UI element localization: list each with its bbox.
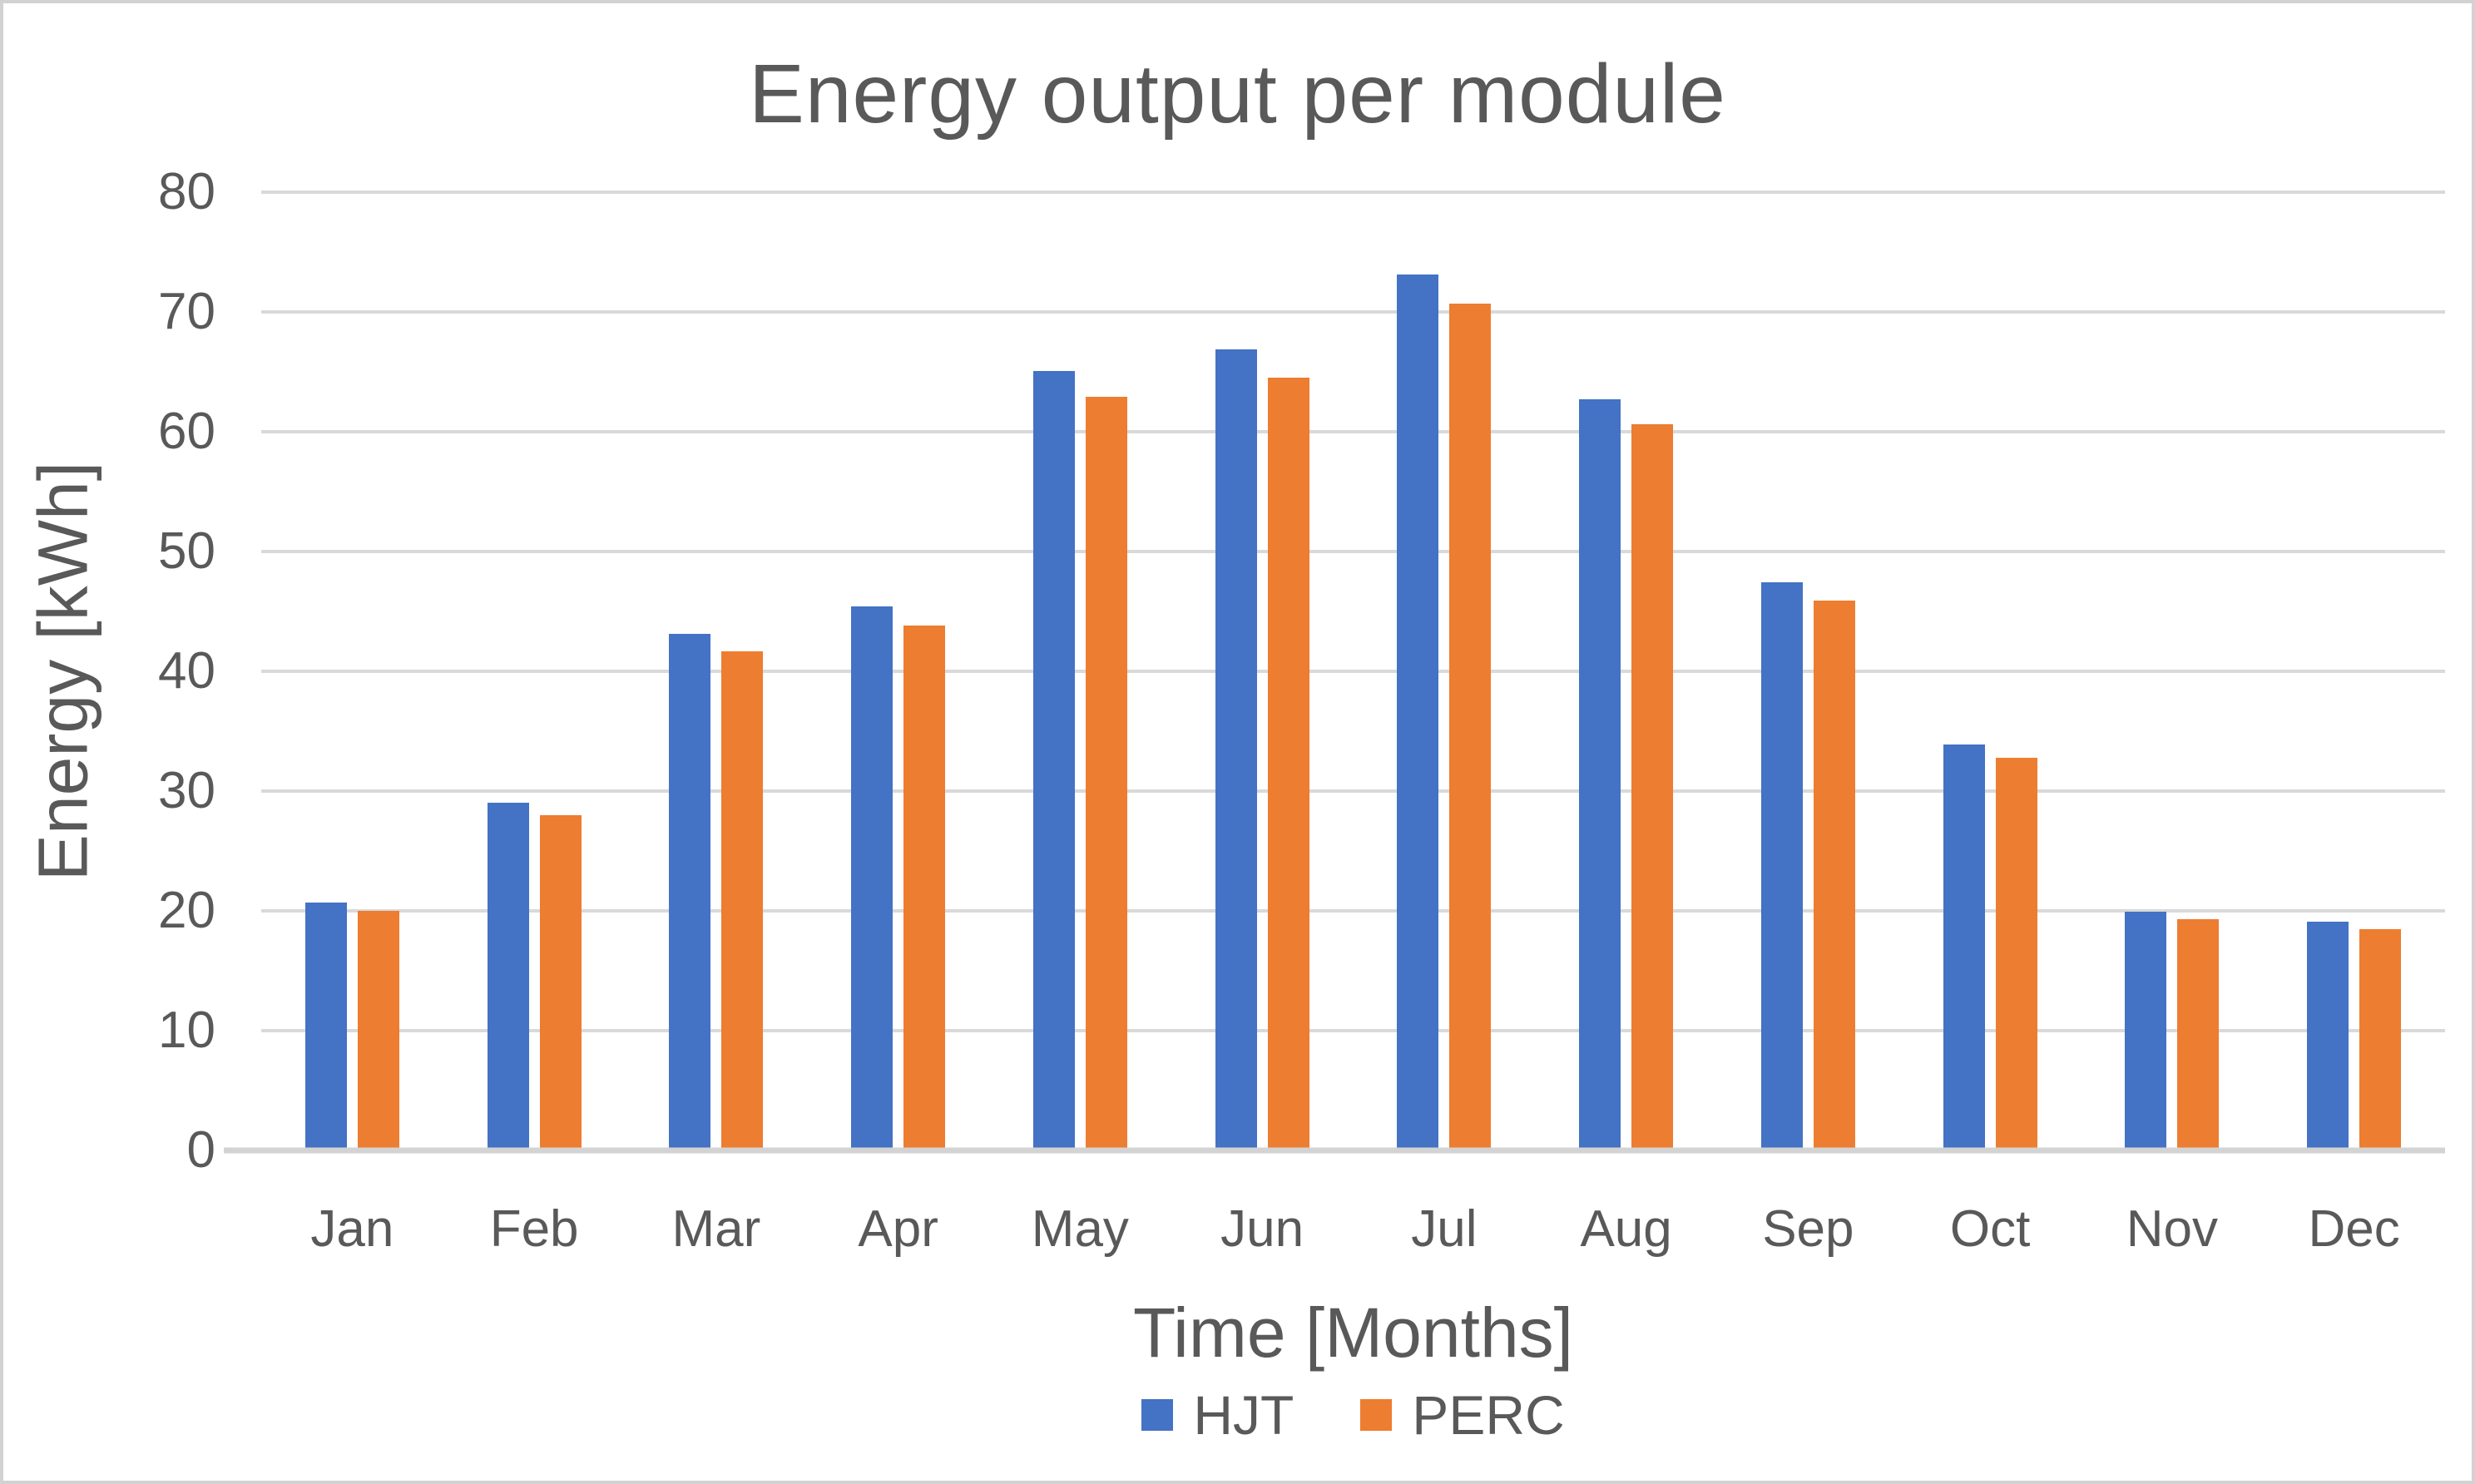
bar-hjt-mar: [669, 634, 711, 1150]
legend-item-hjt: HJT: [1141, 1388, 1294, 1442]
x-tick-feb: Feb: [489, 1200, 579, 1258]
bar-groups: [261, 192, 2445, 1150]
bar-group-nov: [2081, 192, 2264, 1150]
y-tick-10: 10: [158, 1002, 215, 1059]
x-tick-jun: Jun: [1220, 1200, 1304, 1258]
bar-perc-dec: [2359, 928, 2402, 1150]
bar-perc-apr: [903, 626, 946, 1150]
legend-label-hjt: HJT: [1193, 1384, 1294, 1446]
bar-perc-sep: [1813, 601, 1855, 1150]
bar-perc-feb: [539, 814, 582, 1150]
bar-group-jun: [1171, 192, 1354, 1150]
y-tick-50: 50: [158, 522, 215, 580]
bar-hjt-sep: [1760, 582, 1803, 1150]
bar-group-mar: [626, 192, 808, 1150]
bar-hjt-oct: [1943, 744, 1985, 1150]
legend-swatch-perc: [1360, 1399, 1393, 1431]
x-tick-aug: Aug: [1580, 1200, 1672, 1258]
x-axis-tick-labels: Jan Feb Mar Apr May Jun Jul Aug Sep Oct Nov Dec: [261, 1200, 2445, 1259]
gridline-10: [261, 1029, 2445, 1032]
chart-title: Energy output per module: [749, 47, 1726, 141]
y-tick-40: 40: [158, 642, 215, 700]
x-tick-may: May: [1031, 1200, 1129, 1258]
gridline-60: [261, 430, 2445, 433]
x-tick-oct: Oct: [1949, 1200, 2031, 1258]
bar-hjt-jan: [304, 902, 347, 1150]
legend-item-perc: PERC: [1360, 1384, 1565, 1446]
y-tick-0: 0: [186, 1121, 215, 1179]
bar-hjt-nov: [2125, 912, 2167, 1150]
x-tick-nov: Nov: [2126, 1200, 2218, 1258]
bar-hjt-dec: [2307, 921, 2349, 1150]
bar-group-may: [989, 192, 1171, 1150]
bar-group-dec: [2263, 192, 2445, 1150]
bar-perc-mar: [721, 650, 764, 1150]
x-tick-mar: Mar: [671, 1200, 761, 1258]
bar-group-sep: [1717, 192, 1899, 1150]
chart-legend: HJT PERC: [261, 1388, 2445, 1442]
x-tick-sep: Sep: [1762, 1200, 1854, 1258]
bar-perc-jun: [1267, 378, 1309, 1150]
plot-area: [224, 190, 2445, 1154]
x-axis-title: Time [Months]: [1132, 1294, 1574, 1372]
x-tick-jul: Jul: [1411, 1200, 1478, 1258]
x-axis-line: [224, 1147, 2445, 1154]
gridline-50: [261, 550, 2445, 553]
bar-group-aug: [1535, 192, 1717, 1150]
bar-group-oct: [1899, 192, 2081, 1150]
bar-hjt-jun: [1215, 349, 1257, 1150]
bar-perc-nov: [2177, 919, 2220, 1150]
bar-perc-oct: [1995, 757, 2037, 1150]
bar-hjt-may: [1032, 370, 1075, 1150]
x-tick-apr: Apr: [858, 1200, 938, 1258]
legend-swatch-hjt: [1141, 1399, 1174, 1431]
y-axis-tick-labels: 0 10 20 30 40 50 60 70 80: [3, 166, 215, 1176]
gridline-70: [261, 310, 2445, 314]
bar-perc-jul: [1449, 303, 1492, 1150]
bar-hjt-jul: [1397, 275, 1439, 1150]
bar-group-feb: [443, 192, 626, 1150]
y-tick-30: 30: [158, 762, 215, 819]
y-tick-20: 20: [158, 882, 215, 939]
legend-label-perc: PERC: [1412, 1384, 1565, 1446]
bar-group-jan: [261, 192, 443, 1150]
bar-hjt-feb: [487, 803, 529, 1150]
bar-group-apr: [807, 192, 989, 1150]
x-tick-jan: Jan: [310, 1200, 394, 1258]
gridline-40: [261, 670, 2445, 673]
y-tick-60: 60: [158, 403, 215, 460]
x-tick-dec: Dec: [2308, 1200, 2400, 1258]
bar-hjt-apr: [851, 606, 893, 1150]
bar-hjt-aug: [1579, 399, 1621, 1150]
bar-group-jul: [1354, 192, 1536, 1150]
y-tick-80: 80: [158, 163, 215, 220]
y-tick-70: 70: [158, 283, 215, 340]
bar-perc-may: [1085, 397, 1127, 1150]
bar-perc-aug: [1631, 424, 1674, 1150]
gridline-80: [261, 190, 2445, 194]
bar-perc-jan: [357, 911, 399, 1150]
gridline-20: [261, 909, 2445, 913]
gridline-30: [261, 789, 2445, 793]
